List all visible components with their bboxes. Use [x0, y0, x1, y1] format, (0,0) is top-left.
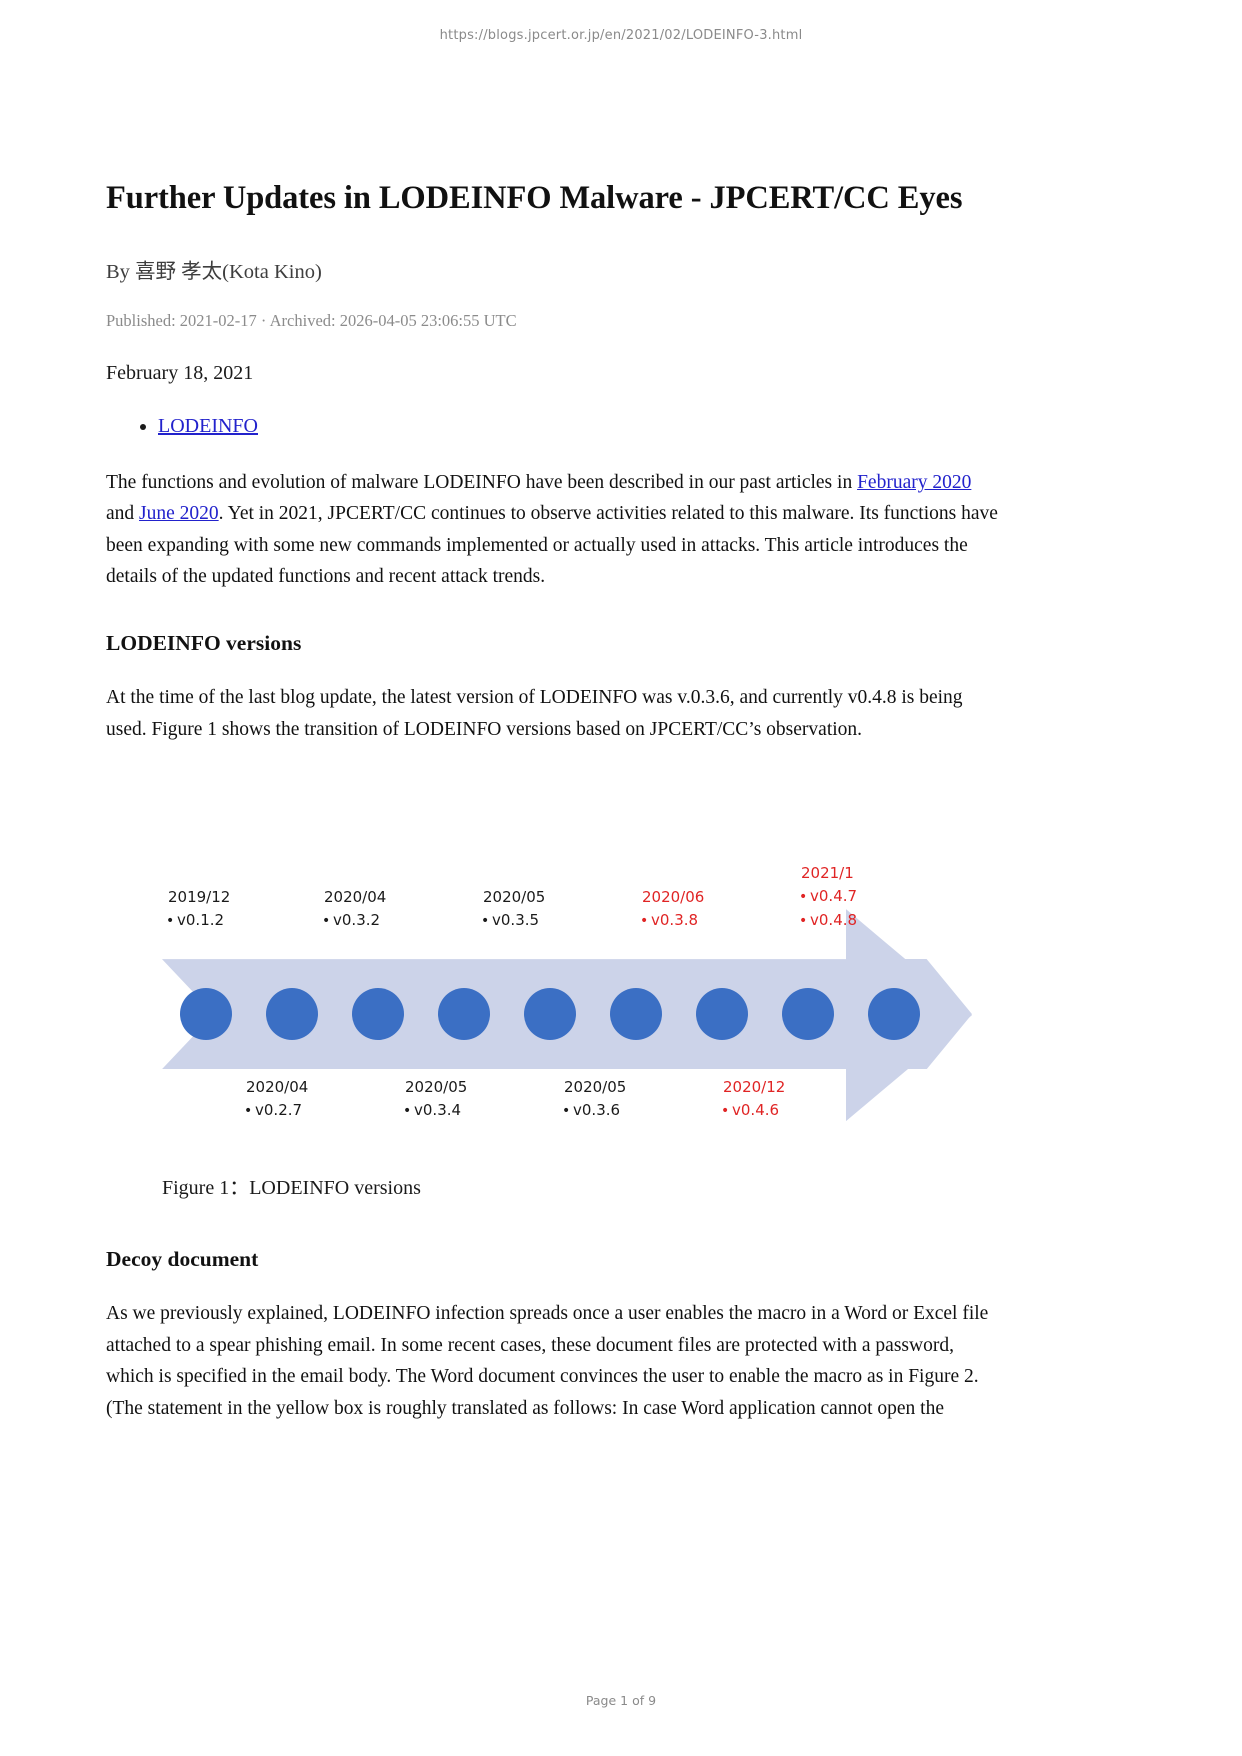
- figure-caption: Figure 1：LODEINFO versions: [162, 1177, 421, 1200]
- timeline-node: [352, 988, 404, 1041]
- intro-text-part-2: and: [106, 503, 140, 525]
- timeline-label-date: 2020/05: [564, 1078, 627, 1097]
- timeline-label-above: 2021/1 v0.4.7 v0.4.8: [801, 862, 857, 933]
- timeline-label-version: v0.4.6: [723, 1099, 785, 1123]
- publish-archive-metadata: Published: 2021-02-17 · Archived: 2026-0…: [106, 311, 517, 331]
- timeline-label-below: 2020/05 v0.3.6: [564, 1076, 626, 1123]
- timeline-label-date: 2020/04: [246, 1078, 309, 1097]
- page-title: Further Updates in LODEINFO Malware - JP…: [106, 180, 963, 216]
- timeline-node: [524, 988, 576, 1041]
- timeline-label-date: 2019/12: [168, 888, 231, 907]
- timeline-label-above: 2020/06 v0.3.8: [642, 886, 704, 933]
- timeline-node: [868, 988, 920, 1041]
- timeline-label-above: 2020/05 v0.3.5: [483, 886, 545, 933]
- page-indicator: Page 1 of 9: [585, 1693, 657, 1708]
- timeline-diagram: 2019/12 v0.1.2 2020/04 v0.3.2 2020/05 v0…: [146, 854, 1001, 1144]
- timeline-node: [266, 988, 318, 1041]
- timeline-label-date: 2020/06: [642, 888, 705, 907]
- timeline-label-version: v0.3.4: [405, 1099, 467, 1123]
- timeline-label-version: v0.3.8: [642, 909, 704, 933]
- link-june-2020[interactable]: June 2020: [139, 503, 219, 525]
- timeline-label-version: v0.4.8: [801, 909, 857, 933]
- timeline-label-version: v0.2.7: [246, 1099, 308, 1123]
- section-heading-lodeinfo-versions: LODEINFO versions: [106, 631, 302, 656]
- timeline-node: [782, 988, 834, 1041]
- timeline-label-version: v0.4.7: [801, 885, 857, 909]
- timeline-label-version: v0.3.2: [324, 909, 386, 933]
- timeline-label-below: 2020/12 v0.4.6: [723, 1076, 785, 1123]
- timeline-label-version: v0.1.2: [168, 909, 230, 933]
- section-paragraph-decoy-document: As we previously explained, LODEINFO inf…: [106, 1303, 989, 1419]
- timeline-label-version: v0.3.6: [564, 1099, 626, 1123]
- timeline-label-date: 2020/12: [723, 1078, 786, 1097]
- timeline-label-above: 2019/12 v0.1.2: [168, 886, 230, 933]
- list-item: LODEINFO: [158, 411, 1001, 441]
- timeline-label-date: 2021/1: [801, 864, 854, 883]
- timeline-label-above: 2020/04 v0.3.2: [324, 886, 386, 933]
- archived-source-url: https://blogs.jpcert.or.jp/en/2021/02/LO…: [439, 28, 803, 43]
- toc-link-lodeinfo[interactable]: LODEINFO: [158, 414, 258, 437]
- timeline-label-below: 2020/05 v0.3.4: [405, 1076, 467, 1123]
- timeline-label-date: 2020/04: [324, 888, 387, 907]
- figure-1: 2019/12 v0.1.2 2020/04 v0.3.2 2020/05 v0…: [106, 779, 1001, 1209]
- intro-text-part-1: The functions and evolution of malware L…: [106, 471, 858, 493]
- timeline-node: [696, 988, 748, 1041]
- table-of-contents: LODEINFO: [106, 411, 1001, 441]
- timeline-node: [610, 988, 662, 1041]
- timeline-label-below: 2020/04 v0.2.7: [246, 1076, 308, 1123]
- intro-paragraph: The functions and evolution of malware L…: [106, 467, 1001, 593]
- timeline-node: [180, 988, 232, 1041]
- link-february-2020[interactable]: February 2020: [857, 471, 972, 493]
- timeline-label-date: 2020/05: [483, 888, 546, 907]
- intro-text-part-3: . Yet in 2021, JPCERT/CC continues to ob…: [106, 503, 998, 588]
- author-byline: By 喜野 孝太(Kota Kino): [106, 260, 322, 283]
- timeline-label-date: 2020/05: [405, 1078, 468, 1097]
- article-date: February 18, 2021: [106, 361, 254, 384]
- timeline-label-version: v0.3.5: [483, 909, 545, 933]
- section-heading-decoy-document: Decoy document: [106, 1247, 259, 1272]
- article-content: Further Updates in LODEINFO Malware - JP…: [106, 178, 1001, 1424]
- section-paragraph-lodeinfo-versions: At the time of the last blog update, the…: [106, 687, 963, 740]
- timeline-node: [438, 988, 490, 1041]
